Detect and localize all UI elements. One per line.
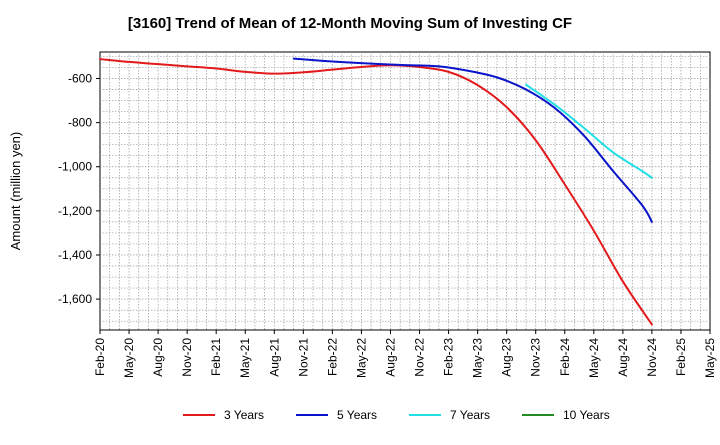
y-tick-label: -1,200 bbox=[58, 204, 92, 218]
x-axis-ticks: Feb-20 May-20 Aug-20 Nov-20 Feb-21 May-21 Aug-… bbox=[93, 330, 717, 378]
x-tick-label: Aug-22 bbox=[383, 338, 397, 377]
series-line-5-years bbox=[292, 57, 653, 223]
legend-label-3-years: 3 Years bbox=[224, 408, 264, 422]
x-tick-label: Nov-22 bbox=[413, 338, 427, 377]
plot-border bbox=[99, 51, 711, 331]
y-axis-ticks: -600 -800 -1,000 -1,200 -1,400 -1,600 bbox=[58, 71, 100, 306]
x-tick-label: May-20 bbox=[122, 338, 136, 378]
x-tick-label: Nov-20 bbox=[180, 338, 194, 377]
grid-layer bbox=[100, 52, 710, 330]
x-tick-label: Aug-21 bbox=[267, 338, 281, 377]
y-tick-label: -800 bbox=[68, 116, 92, 130]
legend: 3 Years 5 Years 7 Years 10 Years bbox=[183, 408, 610, 422]
x-tick-label: Aug-20 bbox=[151, 338, 165, 377]
chart-title: [3160] Trend of Mean of 12-Month Moving … bbox=[128, 15, 572, 32]
plot-area bbox=[99, 51, 711, 331]
x-tick-label: May-23 bbox=[471, 338, 485, 378]
y-tick-label: -1,000 bbox=[58, 160, 92, 174]
x-tick-label: May-21 bbox=[238, 338, 252, 378]
x-tick-label: May-24 bbox=[587, 338, 601, 378]
x-tick-label: Aug-24 bbox=[616, 338, 630, 377]
y-tick-label: -600 bbox=[68, 71, 92, 85]
x-tick-label: Aug-23 bbox=[500, 338, 514, 377]
series-layer bbox=[99, 57, 653, 326]
legend-label-10-years: 10 Years bbox=[563, 408, 610, 422]
y-tick-label: -1,600 bbox=[58, 292, 92, 306]
x-tick-label: Nov-23 bbox=[529, 338, 543, 377]
x-tick-label: Feb-23 bbox=[442, 338, 456, 376]
series-line-7-years bbox=[525, 83, 653, 179]
x-tick-label: Nov-24 bbox=[645, 338, 659, 377]
y-tick-label: -1,400 bbox=[58, 248, 92, 262]
x-tick-label: May-22 bbox=[354, 338, 368, 378]
legend-label-7-years: 7 Years bbox=[450, 408, 490, 422]
series-line-3-years bbox=[99, 58, 653, 326]
legend-label-5-years: 5 Years bbox=[337, 408, 377, 422]
x-tick-label: May-25 bbox=[703, 338, 717, 378]
y-axis-label: Amount (million yen) bbox=[8, 132, 23, 251]
x-tick-label: Nov-21 bbox=[296, 338, 310, 377]
x-tick-label: Feb-25 bbox=[674, 338, 688, 376]
x-tick-label: Feb-22 bbox=[325, 338, 339, 376]
x-tick-label: Feb-21 bbox=[209, 338, 223, 376]
x-tick-label: Feb-20 bbox=[93, 338, 107, 376]
x-tick-label: Feb-24 bbox=[558, 338, 572, 376]
